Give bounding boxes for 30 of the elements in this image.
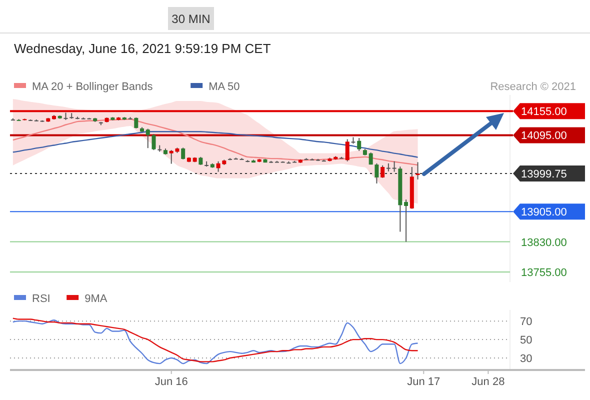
candlestick bbox=[181, 147, 186, 160]
candlestick bbox=[64, 112, 68, 120]
candlestick bbox=[392, 160, 396, 172]
legend-label: MA 20 + Bollinger Bands bbox=[32, 81, 154, 93]
ref-line-label: 13830.00 bbox=[521, 236, 567, 249]
x-tick-label: Jun 16 bbox=[154, 376, 188, 388]
candlestick bbox=[416, 162, 420, 180]
candlestick bbox=[374, 162, 379, 184]
ref-line-label: 13999.75 bbox=[521, 168, 567, 181]
candlestick bbox=[357, 138, 362, 152]
ref-line-label: 14095.00 bbox=[521, 130, 567, 142]
x-tick-label: Jun 17 bbox=[407, 376, 440, 388]
legend-label: MA 50 bbox=[208, 81, 240, 93]
y-tick-label: 30 bbox=[520, 353, 532, 365]
chart-subtitle: Wednesday, June 16, 2021 9:59:19 PM CET bbox=[14, 41, 271, 56]
candlestick bbox=[146, 128, 150, 149]
text: Research © 2021 bbox=[490, 81, 576, 93]
candlestick bbox=[380, 164, 385, 178]
y-tick-label: 50 bbox=[520, 334, 532, 347]
ref-line-label: 14155.00 bbox=[521, 106, 567, 118]
legend-label: 9MA bbox=[84, 293, 108, 305]
candlestick bbox=[368, 152, 373, 166]
y-tick-label: 70 bbox=[520, 316, 532, 328]
candlestick bbox=[152, 134, 156, 151]
ref-line-label: 13905.00 bbox=[521, 206, 567, 219]
legend-label: RSI bbox=[32, 293, 50, 305]
x-tick-label: Jun 28 bbox=[472, 376, 505, 388]
text: 30 MIN bbox=[172, 12, 210, 26]
candlestick bbox=[404, 199, 408, 242]
ref-line-label: 13755.00 bbox=[521, 266, 567, 279]
